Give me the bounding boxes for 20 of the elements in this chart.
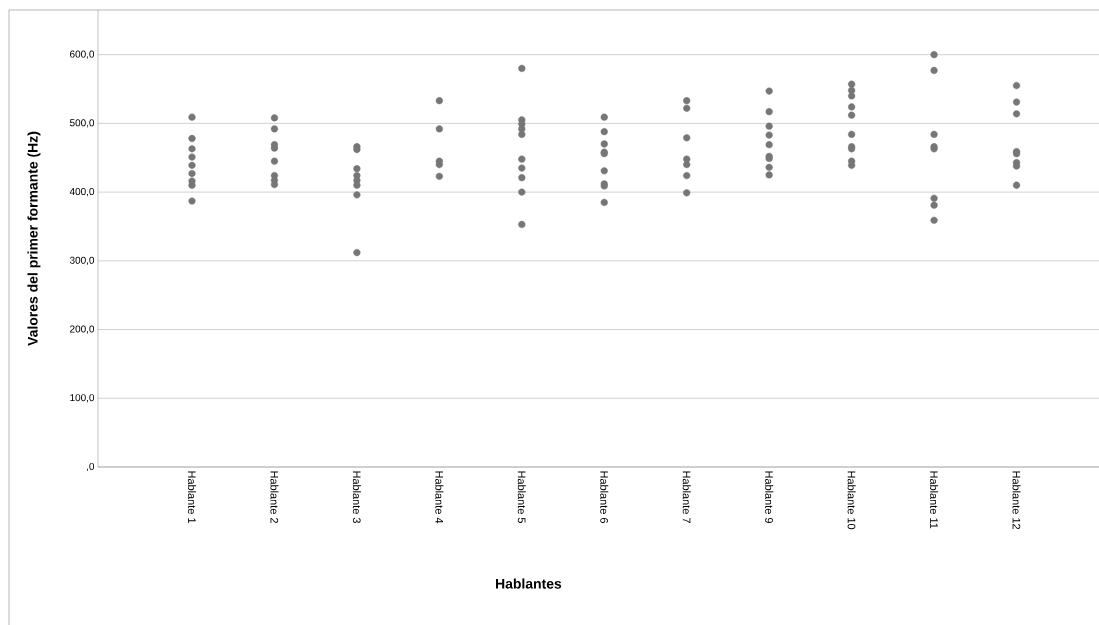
x-tick-label: Hablante 12 <box>1012 471 1021 530</box>
y-tick-label: ,0 <box>87 462 95 472</box>
y-tick-label: 100,0 <box>70 394 95 403</box>
x-tick-label: Hablante 6 <box>600 471 609 524</box>
x-tick-label: Hablante 4 <box>435 471 444 524</box>
y-axis-title: Valores del primer formante (Hz) <box>27 131 41 346</box>
y-tick-label: 600,0 <box>70 50 95 59</box>
x-tick-label: Hablante 10 <box>847 471 856 530</box>
x-tick-label: Hablante 1 <box>187 471 197 523</box>
y-tick-label: 400,0 <box>69 188 95 197</box>
y-tick-label: 500,0 <box>69 119 95 128</box>
x-tick-label: Hablante 5 <box>517 471 526 524</box>
x-tick-label: Hablante 2 <box>270 471 279 523</box>
x-tick-label: Hablante 11 <box>930 471 939 529</box>
x-tick-label: Hablante 3 <box>352 471 361 524</box>
x-axis-title: Hablantes <box>496 578 562 589</box>
y-tick-label: 200,0 <box>70 325 95 334</box>
x-tick-label: Hablante 7 <box>682 471 691 523</box>
y-tick-label: 300,0 <box>69 256 95 265</box>
x-tick-label: Hablante 9 <box>765 471 774 523</box>
